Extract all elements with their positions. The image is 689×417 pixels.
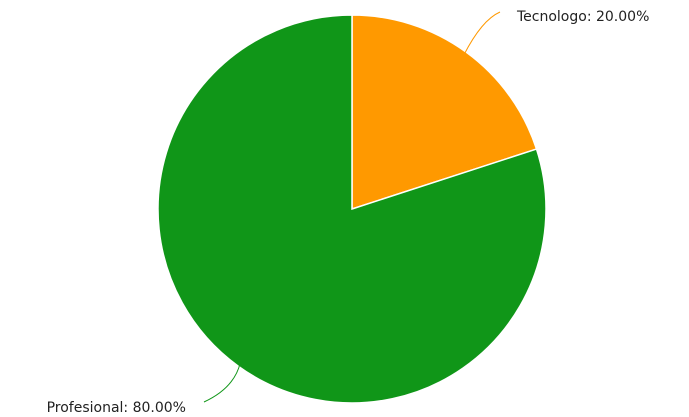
leader-line [203,362,241,403]
pie-slice [157,14,547,404]
pie-slice [351,14,538,211]
leader-line [463,11,501,56]
slice-label: Tecnologo: 20.00% [516,9,649,25]
slice-label: Profesional: 80.00% [47,400,186,416]
